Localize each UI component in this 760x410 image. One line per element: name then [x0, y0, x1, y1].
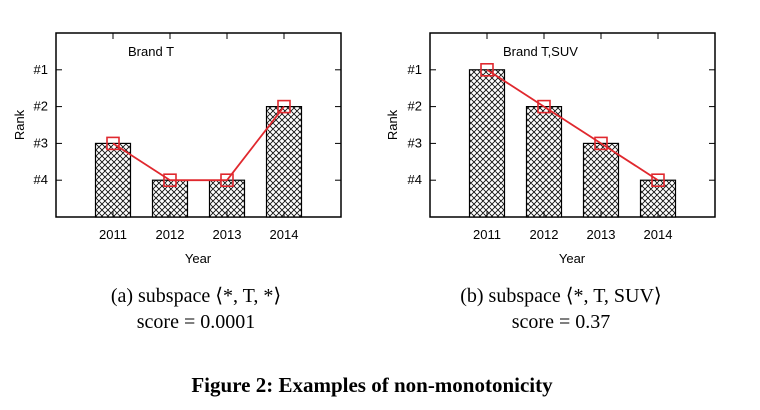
x-tick-label: 2012 — [156, 227, 185, 242]
bar — [639, 179, 677, 218]
bar — [265, 105, 303, 218]
x-tick-labels: 2011 2012 2013 2014 — [99, 33, 298, 242]
bars — [468, 69, 677, 218]
subfigure-caption-b-line2: score = 0.37 — [512, 311, 610, 333]
y-tick-label: #1 — [34, 62, 48, 77]
x-axis-label: Year — [185, 251, 212, 266]
x-tick-label: 2014 — [270, 227, 299, 242]
chart-title: Brand T,SUV — [503, 44, 578, 59]
chart-panel-a: Brand T Rank Year #1#2#3#4 2011 2012 2013 2… — [12, 32, 342, 266]
bars — [94, 105, 303, 218]
data-point-marker — [537, 99, 551, 114]
subfigure-caption-b-line1: (b) subspace ⟨*, T, SUV⟩ — [460, 285, 662, 307]
rank-line — [106, 99, 291, 187]
data-point-marker — [480, 62, 494, 77]
x-tick-label: 2013 — [587, 227, 616, 242]
y-tick-labels: #1 #2 #3 #4 — [34, 62, 341, 187]
data-point-marker — [594, 136, 608, 151]
x-tick-labels: 2011 2012 2013 2014 — [473, 33, 672, 242]
y-tick-label: #3 — [34, 135, 48, 150]
y-axis-label: Rank — [12, 109, 27, 140]
data-point-marker — [277, 99, 291, 114]
y-tick-labels: #1 #2 #3 #4 — [408, 62, 715, 187]
y-tick-label: #2 — [408, 99, 422, 114]
rank-line — [480, 62, 665, 187]
x-tick-label: 2014 — [644, 227, 673, 242]
chart-title: Brand T — [128, 44, 174, 59]
chart-panel-b: Brand T,SUV Rank Year #1#2#3#4 2011 2012 2… — [385, 32, 716, 266]
bar — [468, 69, 506, 218]
y-axis-label: Rank — [385, 109, 400, 140]
series-line — [486, 69, 659, 181]
figure-caption: Figure 2: Examples of non-monotonicity — [191, 373, 553, 397]
x-tick-label: 2013 — [213, 227, 242, 242]
data-point-marker — [106, 136, 120, 151]
plot-frame — [55, 32, 342, 218]
data-point-marker — [163, 173, 177, 187]
plot-frame — [429, 32, 716, 218]
y-tick-label: #2 — [34, 99, 48, 114]
bar — [525, 105, 563, 218]
x-tick-label: 2012 — [530, 227, 559, 242]
bar — [582, 142, 620, 218]
series-line — [112, 106, 285, 182]
y-tick-label: #4 — [408, 172, 422, 187]
y-tick-label: #4 — [34, 172, 48, 187]
x-tick-label: 2011 — [99, 227, 127, 242]
x-tick-label: 2011 — [473, 227, 501, 242]
y-tick-label: #3 — [408, 135, 422, 150]
data-point-marker — [651, 173, 665, 187]
subfigure-caption-a-line2: score = 0.0001 — [137, 311, 255, 333]
bar — [94, 142, 132, 218]
x-axis-label: Year — [559, 251, 586, 266]
subfigure-caption-a-line1: (a) subspace ⟨*, T, *⟩ — [111, 285, 281, 307]
data-point-marker — [220, 173, 234, 187]
y-tick-label: #1 — [408, 62, 422, 77]
